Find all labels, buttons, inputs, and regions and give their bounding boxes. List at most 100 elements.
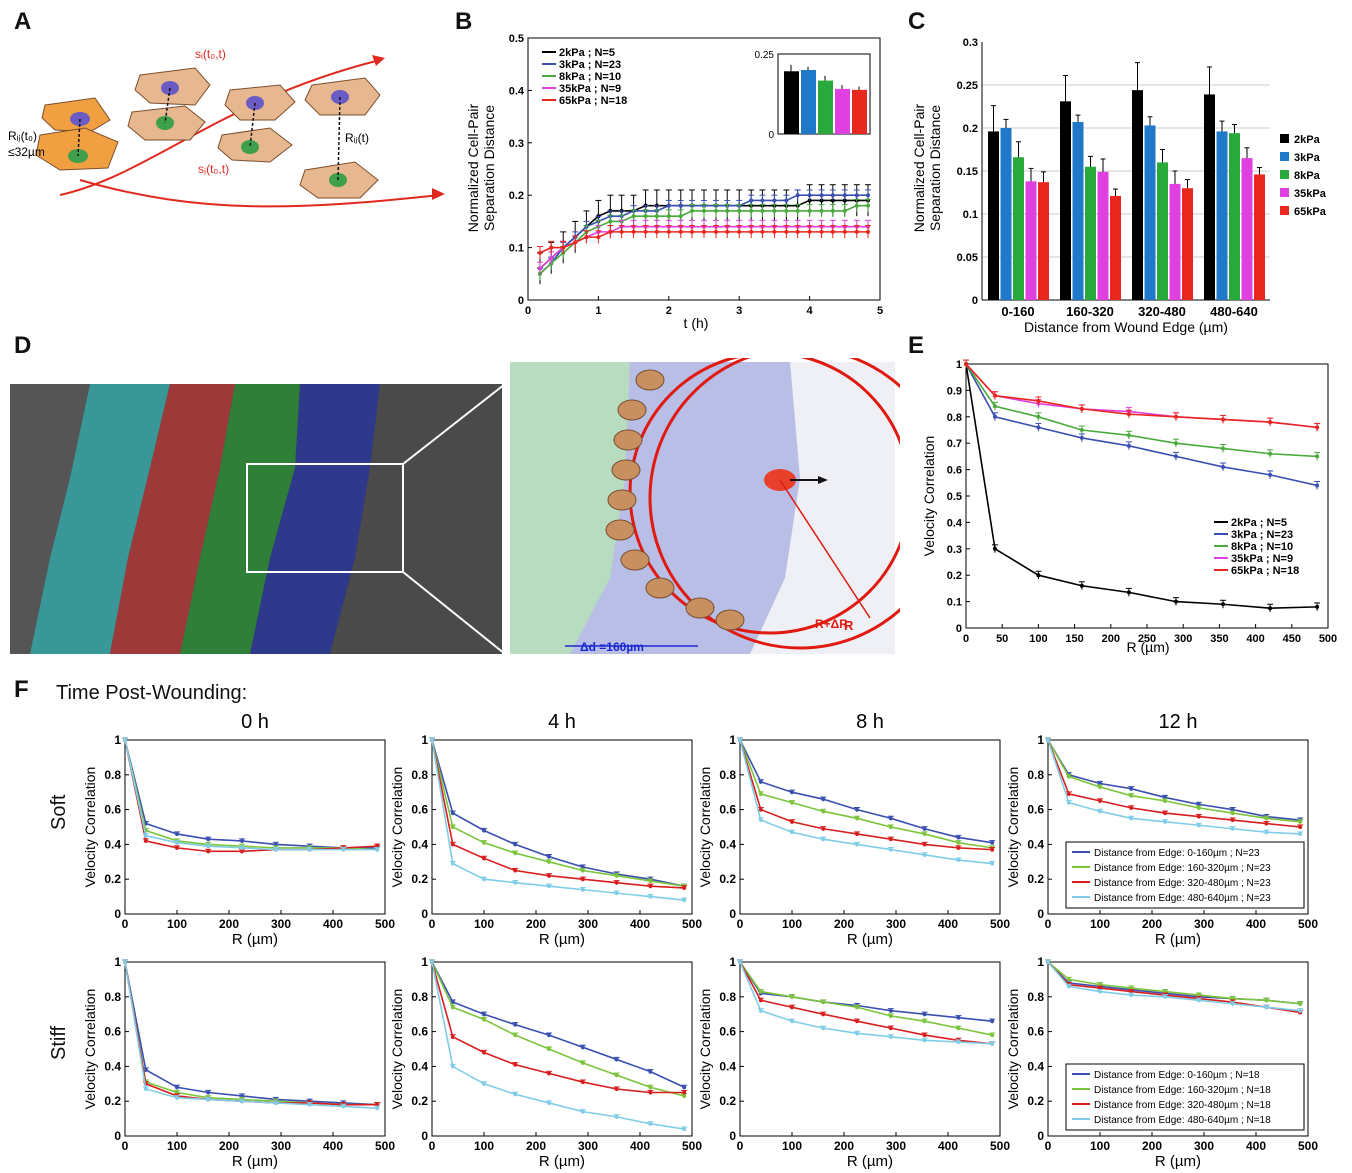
data-point: [855, 831, 859, 836]
data-point: [790, 819, 794, 824]
data-point: [430, 960, 434, 964]
legend-box: [1065, 1063, 1305, 1131]
y-axis-label: Velocity Correlation: [389, 767, 405, 888]
legend-label: Distance from Edge: 0-160µm ; N=18: [1094, 1070, 1260, 1081]
data-point: [143, 833, 148, 838]
y-tick-label: 0.2: [1027, 1094, 1044, 1108]
label-RdR-visible: R+ΔR: [815, 617, 848, 631]
data-point: [614, 1087, 619, 1092]
data-point: [758, 1008, 763, 1013]
data-point: [830, 208, 835, 213]
x-tick-label: 100: [474, 917, 494, 931]
y-axis-label: Normalized Cell-Pair: [465, 103, 481, 232]
y-tick-label: 0.8: [104, 768, 121, 782]
data-point: [240, 845, 244, 850]
data-point: [175, 1085, 179, 1090]
data-point: [1079, 428, 1084, 432]
data-point: [772, 198, 777, 203]
y-tick-label: 0.8: [411, 990, 428, 1004]
legend-label: 8kPa: [1294, 170, 1321, 182]
data-point: [1098, 989, 1102, 994]
data-point: [855, 1019, 859, 1024]
plot-frame: [739, 739, 1001, 915]
data-point: [450, 825, 455, 829]
data-point: [922, 831, 927, 836]
x-axis-label: R (µm): [539, 931, 585, 948]
data-point: [1098, 784, 1102, 789]
data-point: [760, 198, 765, 203]
y-tick-label: 0.8: [411, 768, 428, 782]
y-axis-label: Separation Distance: [927, 105, 943, 231]
data-point: [790, 994, 794, 999]
legend-label: Distance from Edge: 320-480µm ; N=23: [1094, 878, 1271, 889]
legend-swatch: [1280, 134, 1289, 143]
x-tick-label: 0: [963, 633, 969, 645]
legend-label: 65kPa ; N=18: [1231, 565, 1299, 577]
data-point: [690, 229, 695, 234]
data-point: [1268, 451, 1273, 456]
x-tick-label: 400: [630, 1139, 650, 1153]
x-tick-label: 400: [1246, 917, 1266, 931]
data-point: [842, 229, 847, 234]
bar: [1157, 162, 1168, 300]
legend-label: 65kPa: [1294, 206, 1327, 218]
y-tick-label: 1: [421, 733, 428, 747]
data-point: [807, 229, 812, 234]
data-point: [573, 240, 578, 245]
x-tick-label: 0: [737, 917, 744, 931]
data-point: [784, 229, 789, 234]
label-rt: Rᵢⱼ(t): [345, 131, 369, 145]
x-tick-label: 500: [375, 917, 395, 931]
column-title: 12 h: [1159, 711, 1198, 733]
y-axis-label: Velocity Correlation: [82, 767, 98, 888]
y-tick-label: 0.15: [957, 166, 978, 178]
x-tick-label: 100: [1090, 1139, 1110, 1153]
y-tick-label: 0: [729, 1129, 736, 1143]
data-point: [1230, 1001, 1235, 1006]
data-point: [956, 1040, 961, 1045]
x-tick-label: 400: [630, 917, 650, 931]
panel-label-d: D: [14, 332, 32, 359]
plot-frame: [124, 961, 386, 1137]
data-point: [450, 861, 455, 866]
data-point: [614, 1057, 619, 1062]
data-point: [1196, 814, 1201, 819]
data-point: [547, 859, 551, 864]
data-point: [206, 1090, 211, 1095]
x-tick-label: 100: [1029, 633, 1047, 645]
data-point: [738, 738, 742, 742]
y-tick-label: 0.2: [104, 872, 121, 886]
data-point: [375, 1106, 380, 1111]
data-point: [758, 998, 763, 1003]
data-point: [1268, 472, 1273, 477]
legend-swatch: [1280, 188, 1289, 197]
data-point: [790, 830, 794, 835]
data-point: [1298, 831, 1303, 836]
y-tick-label: 0.6: [411, 803, 428, 817]
x-tick-label: 500: [990, 917, 1010, 931]
y-tick-label: 0.8: [719, 990, 736, 1004]
y-tick-label: 1: [1037, 955, 1044, 969]
data-point: [760, 229, 765, 234]
x-tick-label: 300: [578, 917, 598, 931]
data-point: [990, 1041, 995, 1046]
data-point: [450, 1000, 455, 1005]
data-point: [1066, 977, 1071, 982]
x-tick-label: 400: [323, 917, 343, 931]
data-point: [450, 1064, 455, 1069]
y-tick-label: 0.3: [509, 138, 524, 150]
data-point: [580, 1060, 585, 1065]
data-point: [956, 840, 961, 845]
data-point: [678, 203, 683, 208]
series-line: [431, 961, 685, 1094]
series-line: [124, 961, 378, 1106]
data-point: [1264, 830, 1269, 835]
data-point: [631, 229, 636, 234]
x-tick-label: 0: [122, 917, 129, 931]
x-tick-label: 300: [271, 917, 291, 931]
data-point: [790, 800, 794, 805]
x-tick-label: 300: [1194, 1139, 1214, 1153]
data-point: [830, 193, 835, 198]
plot-frame: [1047, 739, 1309, 915]
y-tick-label: 0: [956, 623, 962, 635]
